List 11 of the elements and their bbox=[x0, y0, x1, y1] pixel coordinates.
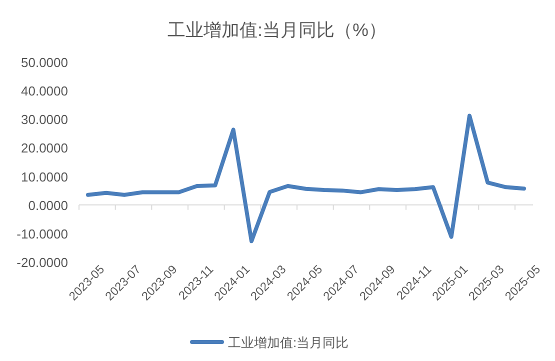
y-tick-label: 50.0000 bbox=[21, 55, 68, 70]
legend-label: 工业增加值:当月同比 bbox=[228, 335, 349, 350]
y-tick-label: 40.0000 bbox=[21, 84, 68, 99]
y-tick-label: 20.0000 bbox=[21, 140, 68, 156]
y-tick-label: 0.0000 bbox=[28, 198, 68, 213]
y-tick-label: 30.0000 bbox=[21, 112, 68, 128]
y-tick-label: 10.0000 bbox=[21, 169, 68, 184]
y-tick-label: -10.0000 bbox=[16, 226, 68, 242]
y-tick-label: -20.0000 bbox=[16, 255, 68, 270]
line-series bbox=[86, 114, 526, 244]
chart-title: 工业增加值:当月同比（%） bbox=[167, 20, 387, 40]
